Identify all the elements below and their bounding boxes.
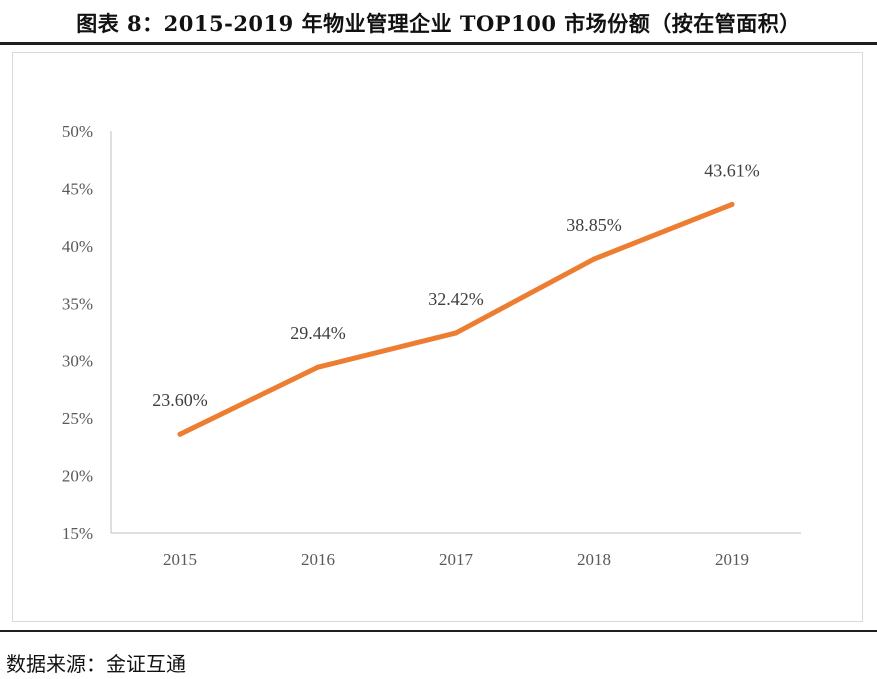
chart-frame: 15% 20% 25% 30% 35% 40% 45% 50% 2015 2016 2017 201… — [12, 52, 863, 622]
y-tick-label: 20% — [62, 467, 93, 486]
x-tick-label: 2018 — [577, 550, 611, 569]
y-tick-label: 15% — [62, 524, 93, 543]
series-group — [177, 201, 735, 437]
data-labels: 23.60% 29.44% 32.42% 38.85% 43.61% — [152, 160, 760, 410]
figure-title: 图表 8：2015-2019 年物业管理企业 TOP100 市场份额（按在管面积… — [76, 11, 801, 36]
y-tick-label: 45% — [62, 179, 93, 198]
y-tick-label: 35% — [62, 294, 93, 313]
data-label: 32.42% — [428, 289, 484, 309]
data-label: 23.60% — [152, 390, 208, 410]
x-tick-label: 2016 — [301, 550, 335, 569]
y-tick-label: 40% — [62, 237, 93, 256]
data-point — [453, 330, 459, 336]
data-point — [315, 364, 321, 370]
series-line — [177, 201, 735, 437]
y-tick-label: 25% — [62, 409, 93, 428]
data-label: 38.85% — [566, 215, 622, 235]
data-point — [177, 431, 183, 437]
data-label: 29.44% — [290, 323, 346, 343]
data-point — [729, 201, 735, 207]
y-tick-label: 50% — [62, 122, 93, 141]
x-tick-label: 2017 — [439, 550, 474, 569]
y-tick-label: 30% — [62, 352, 93, 371]
y-axis: 15% 20% 25% 30% 35% 40% 45% 50% — [62, 122, 112, 543]
line-chart: 15%20%25%30%35%40%45%50% 2015 2016 2017 201… — [62, 122, 801, 569]
data-point — [591, 256, 597, 262]
source-note: 数据来源：金证互通 — [6, 652, 186, 676]
data-label: 43.61% — [704, 160, 760, 180]
x-tick-label: 2015 — [163, 550, 197, 569]
x-axis: 2015 2016 2017 2018 2019 — [111, 532, 801, 569]
x-tick-label: 2019 — [715, 550, 749, 569]
source-divider — [0, 630, 877, 632]
title-divider — [0, 42, 877, 45]
